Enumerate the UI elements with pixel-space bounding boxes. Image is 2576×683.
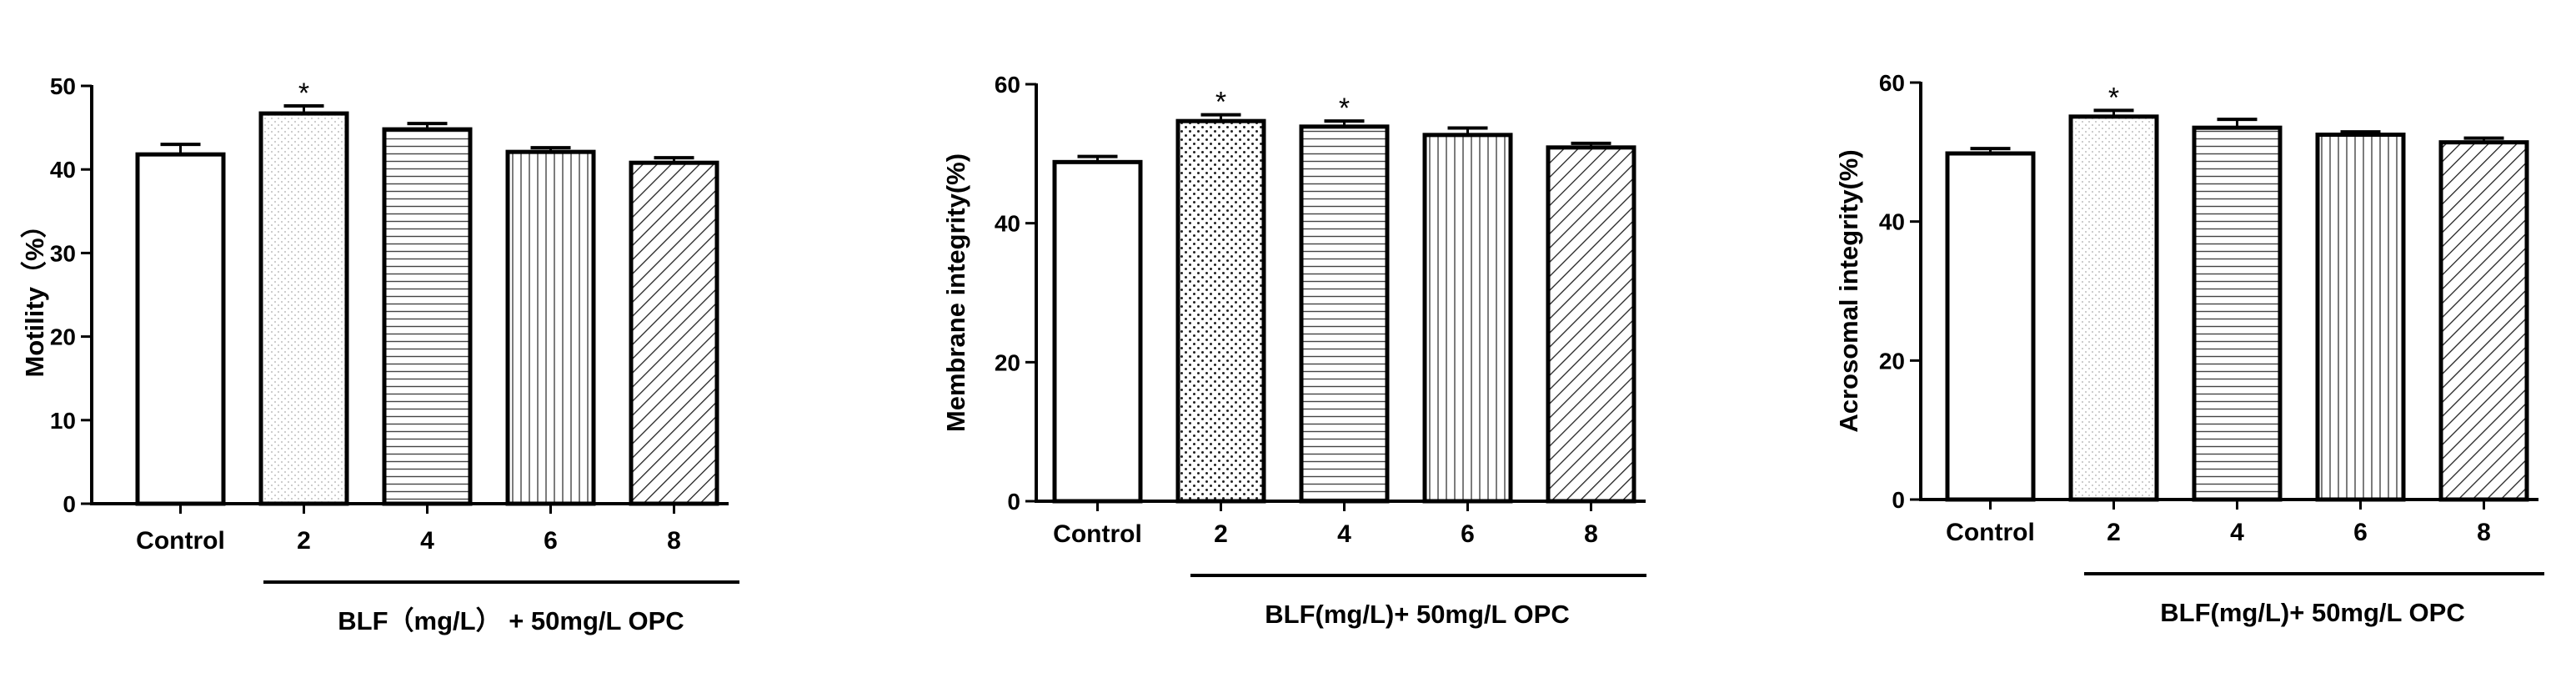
bar — [135, 152, 226, 506]
significance-marker: * — [2108, 82, 2119, 113]
bar — [2192, 125, 2283, 502]
x-category-label: 2 — [2107, 519, 2121, 546]
x-category-label: 8 — [667, 527, 681, 555]
membrane-integrity-chart: 0 20 40 60 Membrane integrity(%) Control 2 * 4 * 6… — [941, 72, 1646, 629]
bar — [1945, 151, 2036, 502]
y-tick-label: 20 — [995, 349, 1020, 375]
significance-marker: * — [1215, 87, 1226, 118]
x-category-label: 8 — [1584, 520, 1598, 548]
x-category-label: 6 — [544, 527, 558, 555]
y-tick-label: 60 — [1879, 70, 1905, 96]
y-tick-label: 20 — [50, 324, 76, 350]
y-axis-title: Membrane integrity(%) — [941, 153, 970, 432]
y-tick-label: 0 — [1007, 489, 1020, 515]
bar — [1175, 118, 1266, 504]
y-tick-label: 40 — [50, 157, 76, 183]
y-tick-label: 0 — [1892, 487, 1905, 513]
y-axis-title: Acrosomal integrity(%) — [1834, 149, 1863, 432]
x-category-label: 2 — [1214, 520, 1228, 548]
group-label: BLF(mg/L)+ 50mg/L OPC — [1265, 600, 1569, 629]
bar — [1422, 133, 1513, 504]
y-axis-title: Motility（%） — [20, 212, 49, 377]
bar — [1546, 145, 1636, 504]
bar — [2438, 140, 2529, 502]
bar — [2315, 133, 2406, 502]
y-tick-label: 40 — [1879, 209, 1905, 235]
y-tick-label: 0 — [63, 491, 76, 517]
bar — [382, 127, 473, 506]
bar — [2068, 114, 2159, 502]
y-tick-label: 50 — [50, 73, 76, 99]
motility-chart: 0 10 20 30 40 50 Motility（%） Control 2 * 4 6 8 BLF（mg… — [20, 73, 739, 635]
y-tick-label: 60 — [995, 72, 1020, 98]
bar — [258, 111, 349, 506]
group-label: BLF(mg/L)+ 50mg/L OPC — [2160, 598, 2464, 627]
significance-marker: * — [1339, 93, 1350, 124]
x-category-label: Control — [136, 527, 225, 555]
y-tick-label: 20 — [1879, 348, 1905, 374]
x-category-label: 8 — [2477, 519, 2491, 546]
y-tick-label: 30 — [50, 240, 76, 266]
group-label: BLF（mg/L） + 50mg/L OPC — [338, 606, 684, 635]
x-category-label: 4 — [2230, 519, 2244, 546]
x-category-label: 4 — [420, 527, 434, 555]
bar — [1052, 159, 1143, 504]
x-category-label: 6 — [1461, 520, 1475, 548]
bar — [1299, 124, 1390, 504]
bar — [629, 160, 719, 506]
x-category-label: 4 — [1337, 520, 1351, 548]
acrosomal-integrity-chart: 0 20 40 60 Acrosomal integrity(%) Control 2 * 4 6… — [1834, 70, 2544, 627]
significance-marker: * — [298, 78, 309, 109]
x-category-label: Control — [1946, 519, 2035, 546]
bar — [505, 149, 596, 506]
x-category-label: 2 — [297, 527, 311, 555]
x-category-label: 6 — [2353, 519, 2368, 546]
x-category-label: Control — [1053, 520, 1142, 548]
y-tick-label: 10 — [50, 408, 76, 434]
y-tick-label: 40 — [995, 211, 1020, 237]
